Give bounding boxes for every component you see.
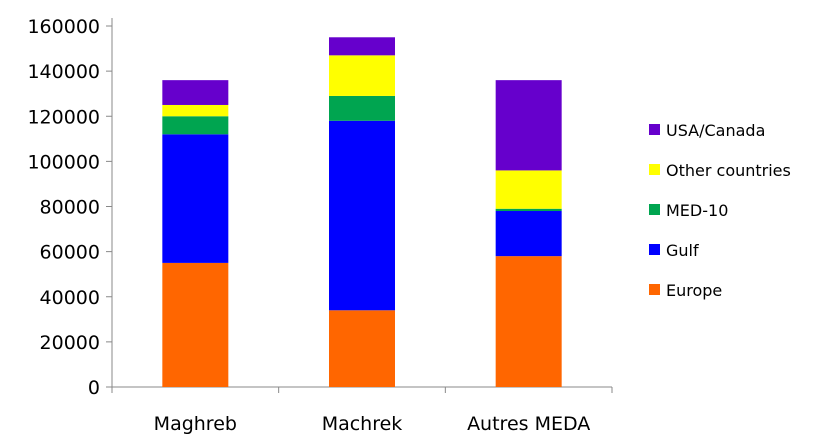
bar-segment-other-countries <box>329 55 395 96</box>
bar-segment-med-10 <box>495 208 562 212</box>
x-category-label: Autres MEDA <box>467 413 590 435</box>
y-tick-label: 60000 <box>40 242 100 264</box>
bar-segment-usa-canada <box>495 80 562 171</box>
y-tick-label: 140000 <box>27 61 100 83</box>
bar-segment-usa-canada <box>329 37 395 56</box>
legend-label: Other countries <box>666 161 791 180</box>
y-axis: 0 20000 40000 60000 80000 100000 120000 140000 1… <box>27 16 113 399</box>
legend-label: Gulf <box>666 241 699 260</box>
y-tick-label: 40000 <box>40 287 100 309</box>
y-tick-label: 160000 <box>27 16 100 38</box>
legend-swatch <box>649 204 660 215</box>
x-category-label: Machrek <box>322 413 403 435</box>
bar-segment-europe <box>495 256 562 387</box>
y-tick-label: 80000 <box>40 197 100 219</box>
bar-segment-gulf <box>495 211 562 257</box>
legend-swatch <box>649 284 660 295</box>
bar-segment-med-10 <box>162 116 229 135</box>
bar-segment-other-countries <box>162 104 229 117</box>
bar-segment-other-countries <box>495 170 562 209</box>
bar-segment-gulf <box>162 134 229 263</box>
y-tick-label: 120000 <box>27 106 100 128</box>
bar-segment-europe <box>329 310 395 387</box>
legend-label: USA/Canada <box>666 121 765 140</box>
bar-segment-gulf <box>329 120 395 311</box>
legend-swatch <box>649 124 660 135</box>
x-axis: Maghreb Machrek Autres MEDA <box>111 386 613 435</box>
y-tick-label: 100000 <box>27 151 100 173</box>
y-tick-label: 20000 <box>40 332 100 354</box>
legend-swatch <box>649 164 660 175</box>
x-category-label: Maghreb <box>154 413 237 435</box>
legend-swatch <box>649 244 660 255</box>
legend-label: Europe <box>666 281 722 300</box>
bar-segment-med-10 <box>329 95 395 121</box>
legend: USA/Canada Other countries MED-10 Gulf Europ… <box>649 121 791 300</box>
legend-label: MED-10 <box>666 201 728 220</box>
bar-segment-usa-canada <box>162 80 229 105</box>
bar-segment-europe <box>162 262 229 387</box>
y-tick-label: 0 <box>88 377 100 399</box>
bars-group <box>162 37 562 387</box>
